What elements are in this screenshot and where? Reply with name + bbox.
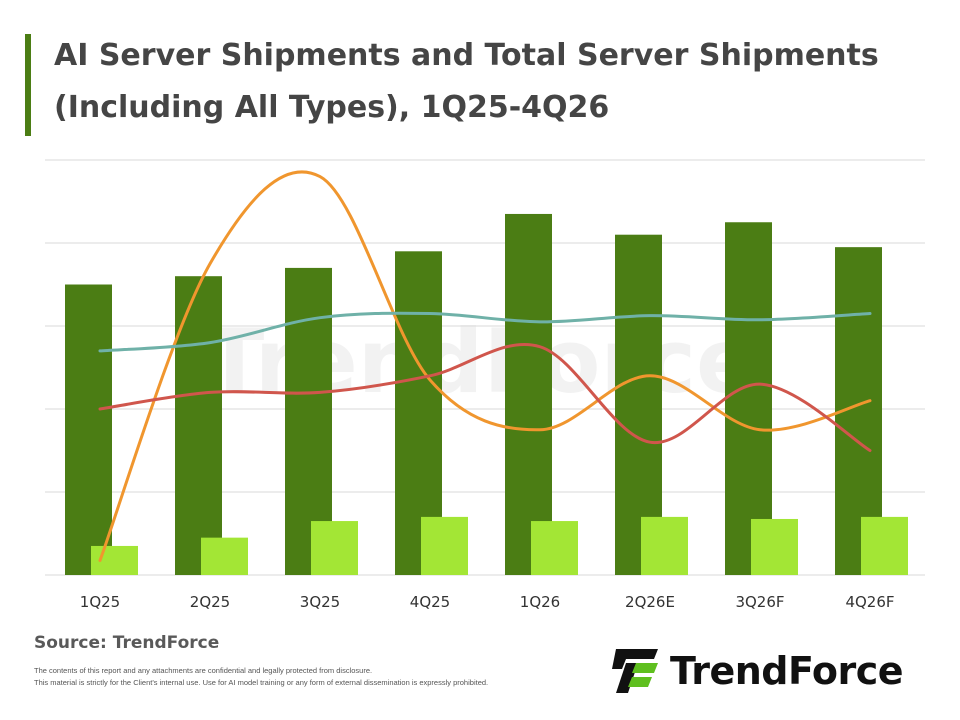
x-tick-label: 1Q25 — [80, 593, 120, 611]
series-line-3 — [98, 343, 872, 452]
x-tick-label: 4Q26F — [845, 593, 894, 611]
total-server-bar — [505, 213, 552, 575]
ai-server-bar — [201, 537, 248, 575]
series-line-2 — [98, 311, 872, 353]
ai-server-bar — [311, 521, 358, 575]
total-server-bar — [65, 284, 112, 575]
ai-server-bar — [531, 521, 578, 575]
chart-title: AI Server Shipments and Total Server Shi… — [54, 38, 879, 125]
x-tick-label: 3Q26F — [735, 593, 784, 611]
x-tick-label: 3Q25 — [300, 593, 340, 611]
x-tick-label: 4Q25 — [410, 593, 450, 611]
trendforce-logo-icon — [612, 649, 658, 693]
x-tick-label: 1Q26 — [520, 593, 560, 611]
disclaimer-line-1: The contents of this report and any atta… — [34, 666, 373, 675]
line-group — [98, 170, 872, 562]
title-accent-bar — [25, 34, 31, 136]
ai-server-bar — [641, 516, 688, 575]
ai-server-bar — [421, 516, 468, 575]
bar-group — [65, 213, 908, 576]
x-tick-label: 2Q25 — [190, 593, 230, 611]
x-tick-label: 2Q26E — [625, 593, 675, 611]
brand-logo: TrendForce — [612, 646, 904, 696]
ai-server-bar — [91, 545, 138, 575]
total-server-bar — [725, 222, 772, 575]
ai-server-bar — [751, 518, 798, 575]
x-axis-ticks: 1Q25 2Q25 3Q25 4Q25 1Q26 2Q26E 3Q26F 4Q26F — [80, 593, 895, 611]
brand-name: TrendForce — [670, 649, 904, 693]
disclaimer-line-2: This material is strictly for the Client… — [34, 678, 489, 687]
ai-server-bar — [861, 516, 908, 575]
source-label: Source: TrendForce — [34, 633, 220, 653]
series-line-1 — [98, 170, 872, 562]
